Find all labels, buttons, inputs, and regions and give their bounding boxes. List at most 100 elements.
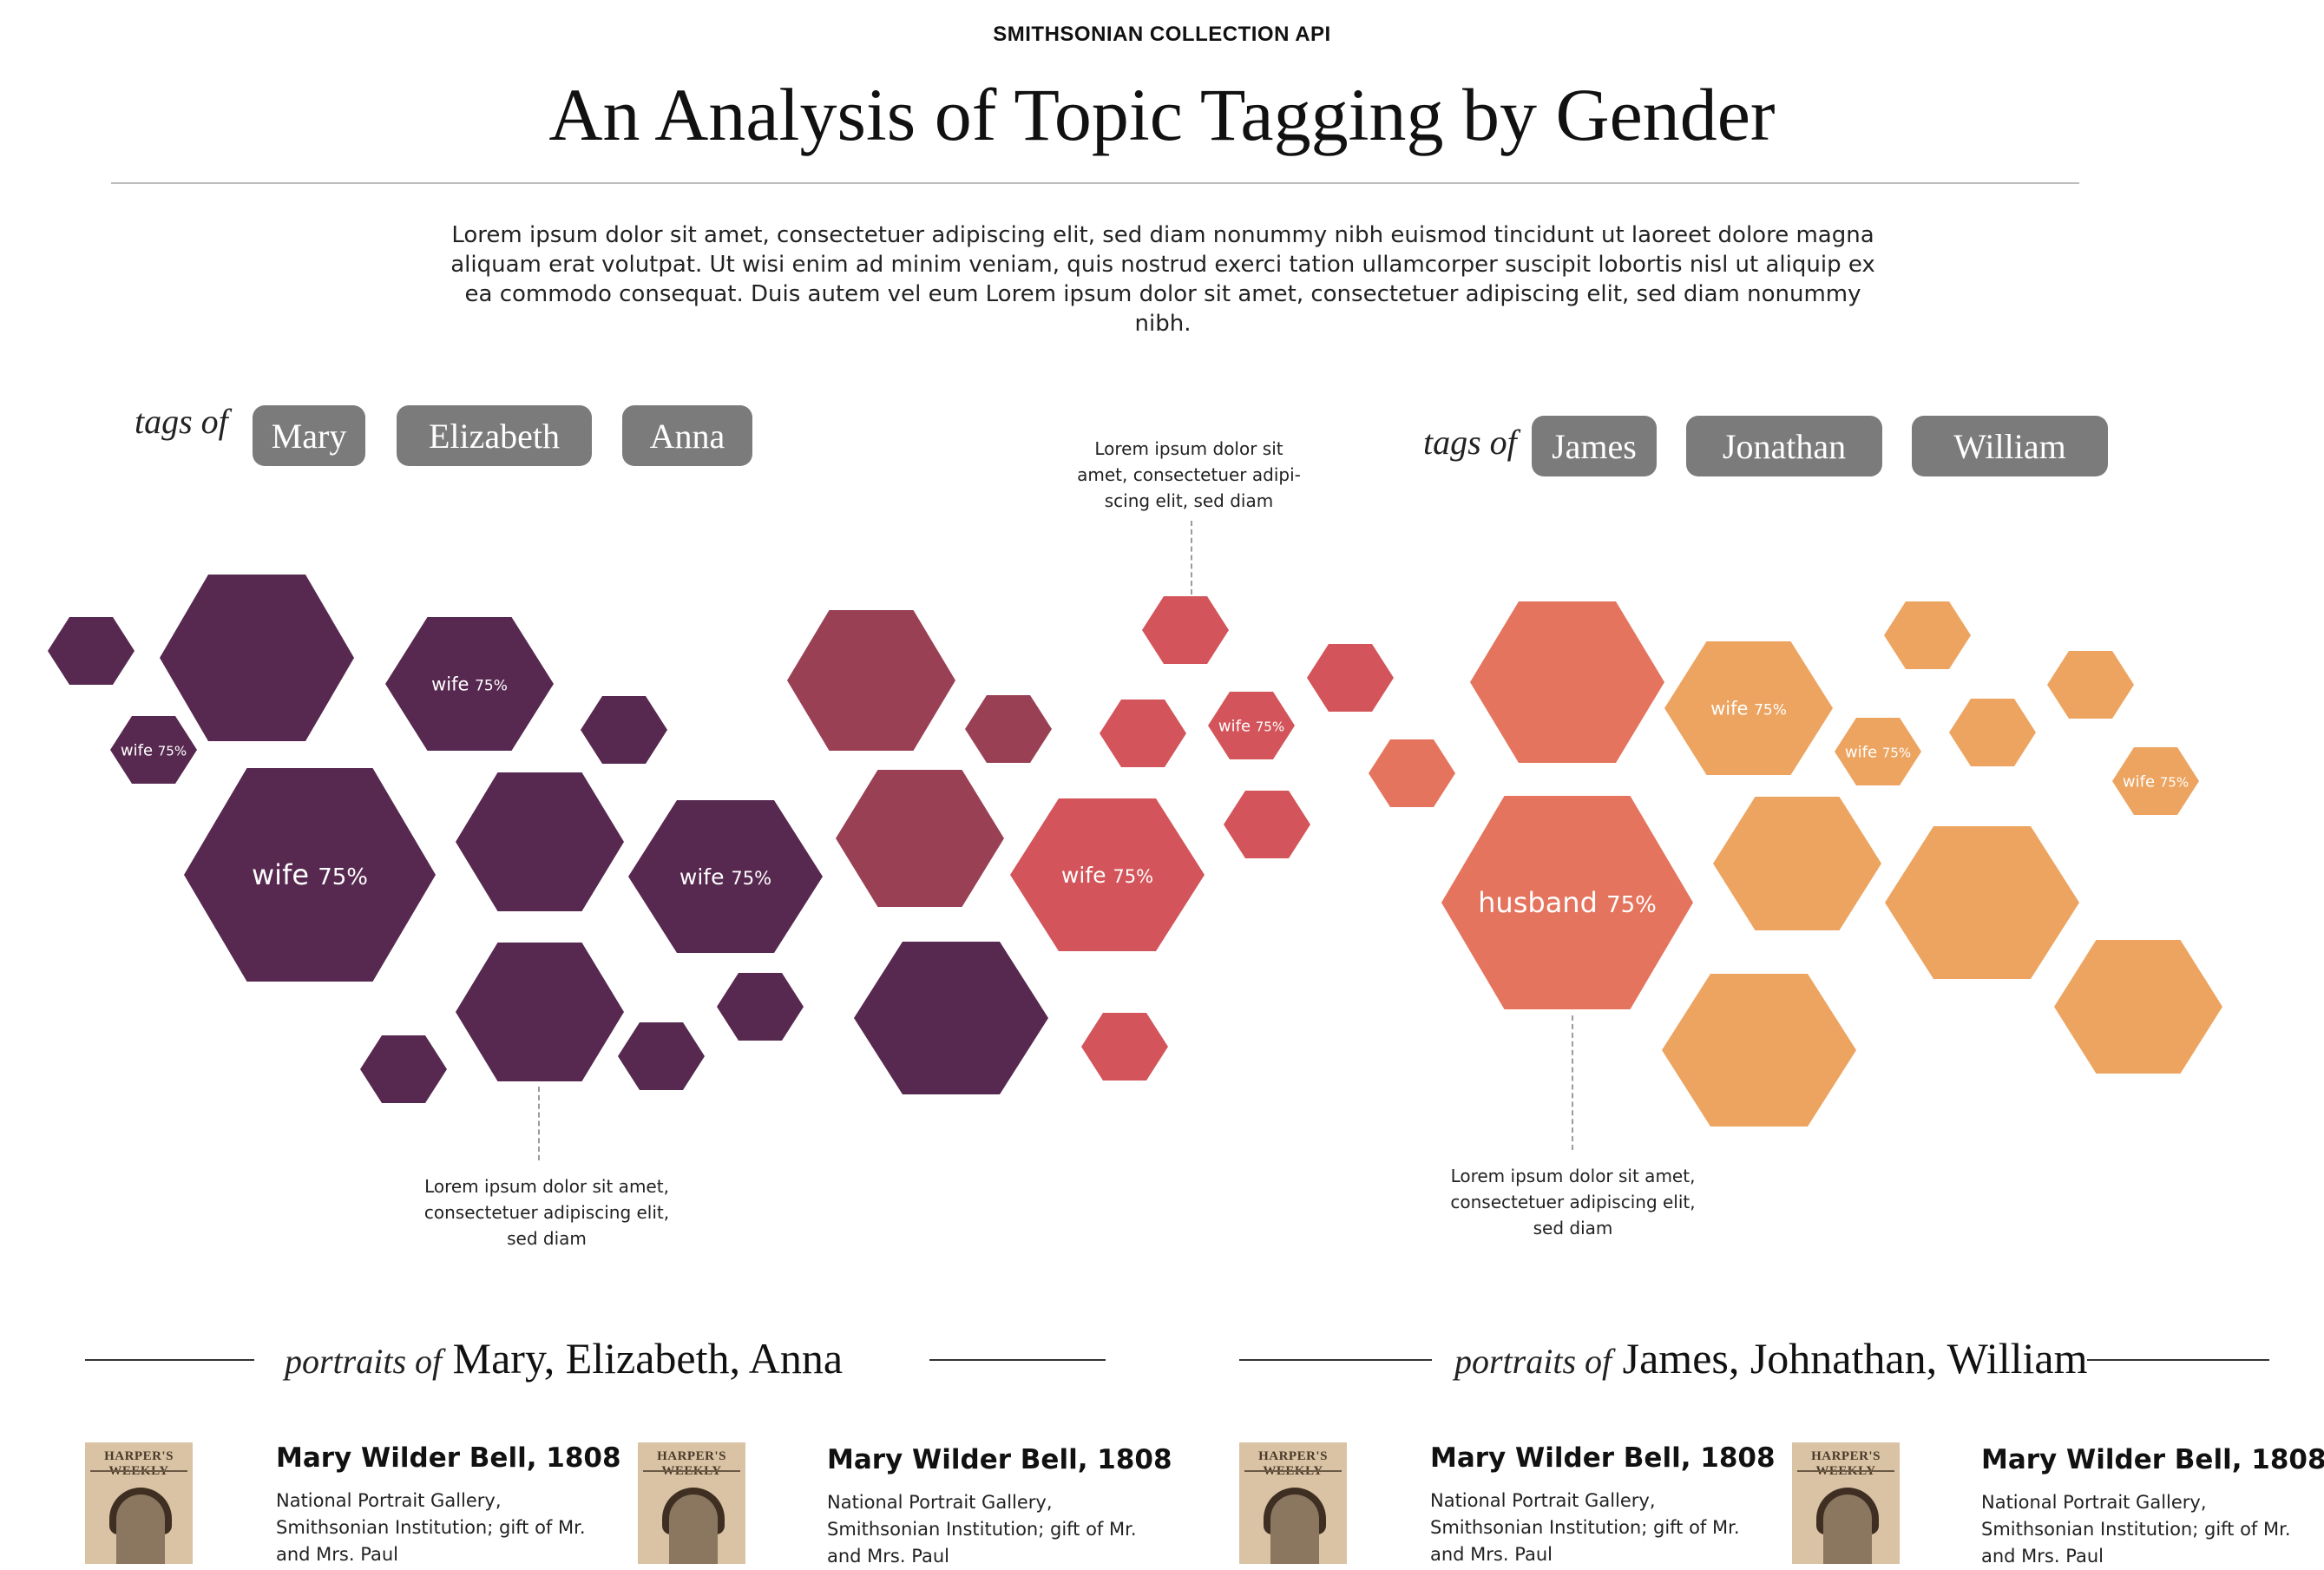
hexagon-shape[interactable]	[1441, 796, 1693, 1009]
portrait-card[interactable]: HARPER'S WEEKLY Mary Wilder Bell, 1808 N…	[85, 1442, 621, 1565]
tag-hexagon[interactable]: wife 75%	[184, 768, 436, 982]
tag-hexagon[interactable]	[1081, 1013, 1168, 1081]
hexagon-shape[interactable]	[854, 942, 1048, 1094]
portrait-thumbnail[interactable]: HARPER'S WEEKLY	[638, 1442, 745, 1564]
tag-pill-jonathan[interactable]: Jonathan	[1686, 416, 1882, 476]
tag-hexagon[interactable]	[360, 1035, 447, 1103]
tag-hexagon[interactable]: wife 75%	[1835, 718, 1921, 785]
tag-hexagon[interactable]: wife 75%	[385, 617, 554, 751]
tag-hexagon[interactable]	[160, 575, 354, 741]
hexagon-shape[interactable]	[456, 772, 624, 911]
hexagon-shape[interactable]	[1713, 797, 1881, 930]
tag-hexagon[interactable]	[854, 942, 1048, 1094]
tag-hexagon[interactable]: wife 75%	[628, 800, 823, 953]
tag-pill-james[interactable]: James	[1532, 416, 1657, 476]
hexagon-shape[interactable]	[1369, 739, 1455, 807]
hexagon-tag-percent: 75%	[1113, 866, 1153, 887]
tag-hexagon[interactable]	[717, 973, 804, 1041]
hexagon-shape[interactable]	[787, 610, 955, 751]
hexagon-shape[interactable]	[1835, 718, 1921, 785]
hexagon-shape[interactable]	[184, 768, 436, 982]
hexagon-shape[interactable]	[836, 770, 1004, 907]
hexagon-shape[interactable]	[1662, 974, 1856, 1127]
tag-hexagon[interactable]	[1884, 601, 1971, 669]
masthead-rule	[1797, 1470, 1894, 1472]
tag-hexagon[interactable]	[1142, 596, 1229, 664]
hexagon-shape[interactable]	[48, 617, 135, 685]
hexagon-shape[interactable]	[160, 575, 354, 741]
hexagon-shape[interactable]	[1949, 699, 2036, 766]
card-title[interactable]: Mary Wilder Bell, 1808	[827, 1444, 1172, 1475]
hexagon-shape[interactable]	[1885, 826, 2079, 979]
portrait-thumbnail[interactable]: HARPER'S WEEKLY	[85, 1442, 193, 1564]
hexagon-shape[interactable]	[2054, 940, 2222, 1074]
tag-hexagon[interactable]: husband 75%	[1441, 796, 1693, 1009]
hexagon-tag-percent: 75%	[1256, 719, 1284, 734]
tag-pill-anna[interactable]: Anna	[622, 405, 752, 466]
tag-hexagon[interactable]	[1949, 699, 2036, 766]
hexagon-shape[interactable]	[1142, 596, 1229, 664]
tag-hexagon[interactable]	[836, 770, 1004, 907]
card-title[interactable]: Mary Wilder Bell, 1808	[1430, 1442, 1776, 1474]
hexagon-tag-label: wife 75%	[431, 673, 508, 694]
tag-pill-william[interactable]: William	[1912, 416, 2108, 476]
tag-hexagon[interactable]: wife 75%	[110, 716, 197, 784]
hexagon-shape[interactable]	[581, 696, 667, 764]
hexagon-shape[interactable]	[1208, 692, 1295, 759]
card-title[interactable]: Mary Wilder Bell, 1808	[276, 1442, 621, 1474]
tag-hexagon[interactable]	[2054, 940, 2222, 1074]
hexagon-shape[interactable]	[1884, 601, 1971, 669]
tag-hexagon[interactable]	[965, 695, 1052, 763]
hexagon-shape[interactable]	[360, 1035, 447, 1103]
hexagon-shape[interactable]	[1100, 700, 1186, 767]
hexagon-shape[interactable]	[2112, 747, 2199, 815]
hexagon-shape[interactable]	[2047, 651, 2134, 719]
portrait-thumbnail[interactable]: HARPER'S WEEKLY	[1792, 1442, 1900, 1564]
hexagon-shape[interactable]	[1307, 644, 1394, 712]
tag-pill-mary[interactable]: Mary	[253, 405, 365, 466]
tag-hexagon[interactable]: wife 75%	[1010, 798, 1205, 951]
tag-hexagon[interactable]	[1224, 791, 1310, 858]
tag-hexagon[interactable]	[1885, 826, 2079, 979]
hexagon-shape[interactable]	[1081, 1013, 1168, 1081]
female-portraits-rule-right	[929, 1359, 1106, 1361]
tag-hexagon[interactable]	[1713, 797, 1881, 930]
portrait-card[interactable]: HARPER'S WEEKLY Mary Wilder Bell, 1808 N…	[1239, 1442, 1776, 1565]
female-portraits-names: Mary, Elizabeth, Anna	[452, 1334, 844, 1383]
tag-hexagon[interactable]: wife 75%	[1664, 641, 1833, 775]
portrait-card[interactable]: HARPER'S WEEKLY Mary Wilder Bell, 1808 N…	[1792, 1442, 2324, 1567]
tag-hexagon[interactable]: wife 75%	[1208, 692, 1295, 759]
hexagon-shape[interactable]	[717, 973, 804, 1041]
tag-hexagon[interactable]	[1100, 700, 1186, 767]
tag-hexagon[interactable]	[1662, 974, 1856, 1127]
tag-hexagon[interactable]	[1470, 601, 1664, 763]
tag-hexagon[interactable]	[787, 610, 955, 751]
hexagon-shape[interactable]	[618, 1022, 705, 1090]
hexagon-shape[interactable]	[456, 943, 624, 1081]
portrait-card[interactable]: HARPER'S WEEKLY Mary Wilder Bell, 1808 N…	[638, 1442, 1172, 1567]
hexagon-shape[interactable]	[1664, 641, 1833, 775]
tag-pill-elizabeth[interactable]: Elizabeth	[397, 405, 592, 466]
tag-hexagon[interactable]	[48, 617, 135, 685]
tag-hexagon[interactable]	[2047, 651, 2134, 719]
hexagon-shape[interactable]	[1470, 601, 1664, 763]
tag-hexagon[interactable]	[618, 1022, 705, 1090]
tag-hexagon[interactable]	[581, 696, 667, 764]
tag-hexagon[interactable]	[456, 772, 624, 911]
tag-hexagon[interactable]	[456, 943, 624, 1081]
tag-hexagon[interactable]: wife 75%	[2112, 747, 2199, 815]
hexagon-shape[interactable]	[385, 617, 554, 751]
tag-hexagon[interactable]	[1369, 739, 1455, 807]
card-credit: National Portrait Gallery, Smithsonian I…	[276, 1490, 586, 1565]
tag-hexagon[interactable]	[1307, 644, 1394, 712]
portrait-thumbnail[interactable]: HARPER'S WEEKLY	[1239, 1442, 1347, 1564]
hexagon-shape[interactable]	[1010, 798, 1205, 951]
hexagon-shape[interactable]	[628, 800, 823, 953]
hexagon-shape[interactable]	[110, 716, 197, 784]
masthead-text: HARPER'S WEEKLY	[657, 1449, 726, 1478]
card-title[interactable]: Mary Wilder Bell, 1808	[1981, 1444, 2324, 1475]
female-portraits-label: portraits of	[285, 1342, 443, 1381]
hexagon-shape[interactable]	[1224, 791, 1310, 858]
hexagon-tag-word: wife	[1710, 698, 1754, 719]
hexagon-shape[interactable]	[965, 695, 1052, 763]
